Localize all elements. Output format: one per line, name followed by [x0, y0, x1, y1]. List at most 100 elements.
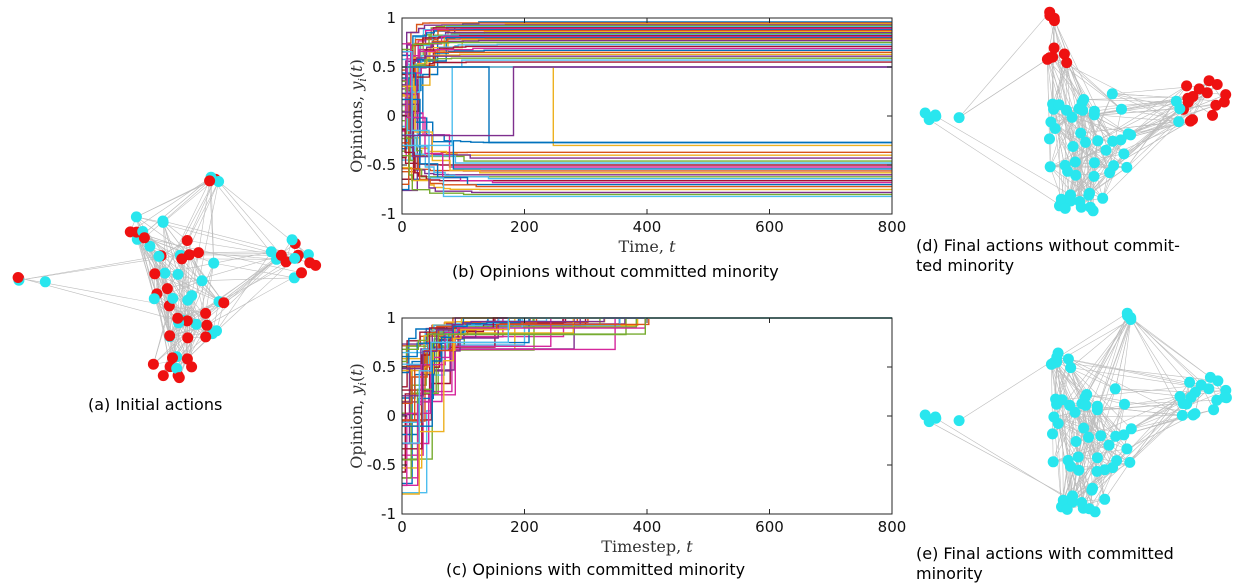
node-cyan	[1071, 436, 1082, 447]
node-cyan	[930, 110, 941, 121]
x-tick-label: 600	[755, 218, 784, 236]
node-cyan	[1062, 504, 1073, 515]
caption-d-line1: (d) Final actions without commit-	[916, 236, 1180, 256]
node-red	[164, 330, 175, 341]
x-axis-label: Time, t	[618, 237, 676, 256]
node-cyan	[1099, 494, 1110, 505]
node-cyan	[1089, 157, 1100, 168]
node-cyan	[1208, 404, 1219, 415]
edge	[163, 221, 178, 274]
series-line	[402, 67, 892, 131]
caption-e-line1: (e) Final actions with committed	[916, 544, 1174, 564]
node-red	[182, 332, 193, 343]
node-cyan	[1065, 362, 1076, 373]
node-red	[148, 359, 159, 370]
node-cyan	[1077, 105, 1088, 116]
node-cyan	[1173, 116, 1184, 127]
network-final-with-minority	[912, 305, 1241, 530]
edge	[1131, 318, 1211, 378]
nodes	[920, 7, 1231, 217]
node-cyan	[1087, 483, 1098, 494]
node-cyan	[1060, 203, 1071, 214]
caption-e-line2: minority	[916, 564, 1174, 584]
series-line	[402, 318, 892, 468]
caption-c: (c) Opinions with committed minority	[446, 560, 745, 580]
x-tick-label: 600	[755, 518, 784, 536]
node-red	[1220, 89, 1231, 100]
node-cyan	[1124, 457, 1135, 468]
edge	[199, 252, 272, 253]
node-cyan	[1186, 392, 1197, 403]
node-cyan	[1104, 440, 1115, 451]
series-line-switch	[402, 67, 892, 136]
node-cyan	[1099, 464, 1110, 475]
x-tick-label: 400	[633, 218, 662, 236]
edge	[929, 120, 1065, 209]
node-cyan	[1126, 423, 1137, 434]
node-cyan	[1188, 410, 1199, 421]
node-cyan	[1211, 395, 1222, 406]
edge	[1094, 115, 1178, 122]
series-line	[402, 78, 892, 142]
node-cyan	[1075, 128, 1086, 139]
node-cyan	[1121, 162, 1132, 173]
series-line	[402, 96, 892, 155]
node-cyan	[287, 234, 298, 245]
node-cyan	[1107, 88, 1118, 99]
node-cyan	[173, 269, 184, 280]
series-line	[402, 104, 892, 158]
y-tick-label: 0.5	[372, 58, 396, 76]
edge	[1097, 313, 1127, 410]
y-tick-label: -0.5	[367, 156, 396, 174]
node-cyan	[167, 293, 178, 304]
edge	[136, 181, 209, 217]
series-line	[402, 318, 892, 472]
network-initial-actions	[0, 170, 330, 390]
node-cyan	[1065, 461, 1076, 472]
node-cyan	[1095, 430, 1106, 441]
series-line	[402, 318, 892, 459]
node-cyan	[1057, 394, 1068, 405]
x-tick-label: 200	[510, 518, 539, 536]
y-axis-label: Opinions, yi(t)	[347, 59, 369, 173]
node-cyan	[1047, 428, 1058, 439]
node-cyan	[208, 258, 219, 269]
node-red	[1185, 116, 1196, 127]
node-cyan	[1107, 136, 1118, 147]
series-line-switch	[402, 67, 892, 145]
node-red	[172, 313, 183, 324]
node-cyan	[158, 217, 169, 228]
node-red	[182, 235, 193, 246]
node-cyan	[1048, 456, 1059, 467]
node-cyan	[1110, 383, 1121, 394]
node-cyan	[1070, 157, 1081, 168]
node-red	[182, 353, 193, 364]
node-cyan	[1104, 167, 1115, 178]
node-cyan	[1089, 171, 1100, 182]
node-cyan	[153, 251, 164, 262]
node-cyan	[930, 412, 941, 423]
series-line	[402, 60, 892, 126]
edge	[959, 59, 1047, 117]
node-red	[13, 272, 24, 283]
node-cyan	[211, 325, 222, 336]
series-line-switch	[402, 67, 892, 143]
node-red	[1202, 87, 1213, 98]
node-red	[1181, 80, 1192, 91]
node-cyan	[1118, 148, 1129, 159]
node-red	[296, 267, 307, 278]
series-lines	[402, 318, 892, 494]
node-cyan	[1045, 117, 1056, 128]
node-red	[1183, 97, 1194, 108]
node-red	[218, 297, 229, 308]
node-cyan	[1110, 431, 1121, 442]
node-cyan	[1089, 106, 1100, 117]
y-tick-label: 0	[386, 407, 396, 425]
node-cyan	[1092, 452, 1103, 463]
y-tick-label: -1	[381, 205, 396, 223]
node-cyan	[954, 112, 965, 123]
y-tick-label: -1	[381, 505, 396, 523]
node-cyan	[1062, 166, 1073, 177]
